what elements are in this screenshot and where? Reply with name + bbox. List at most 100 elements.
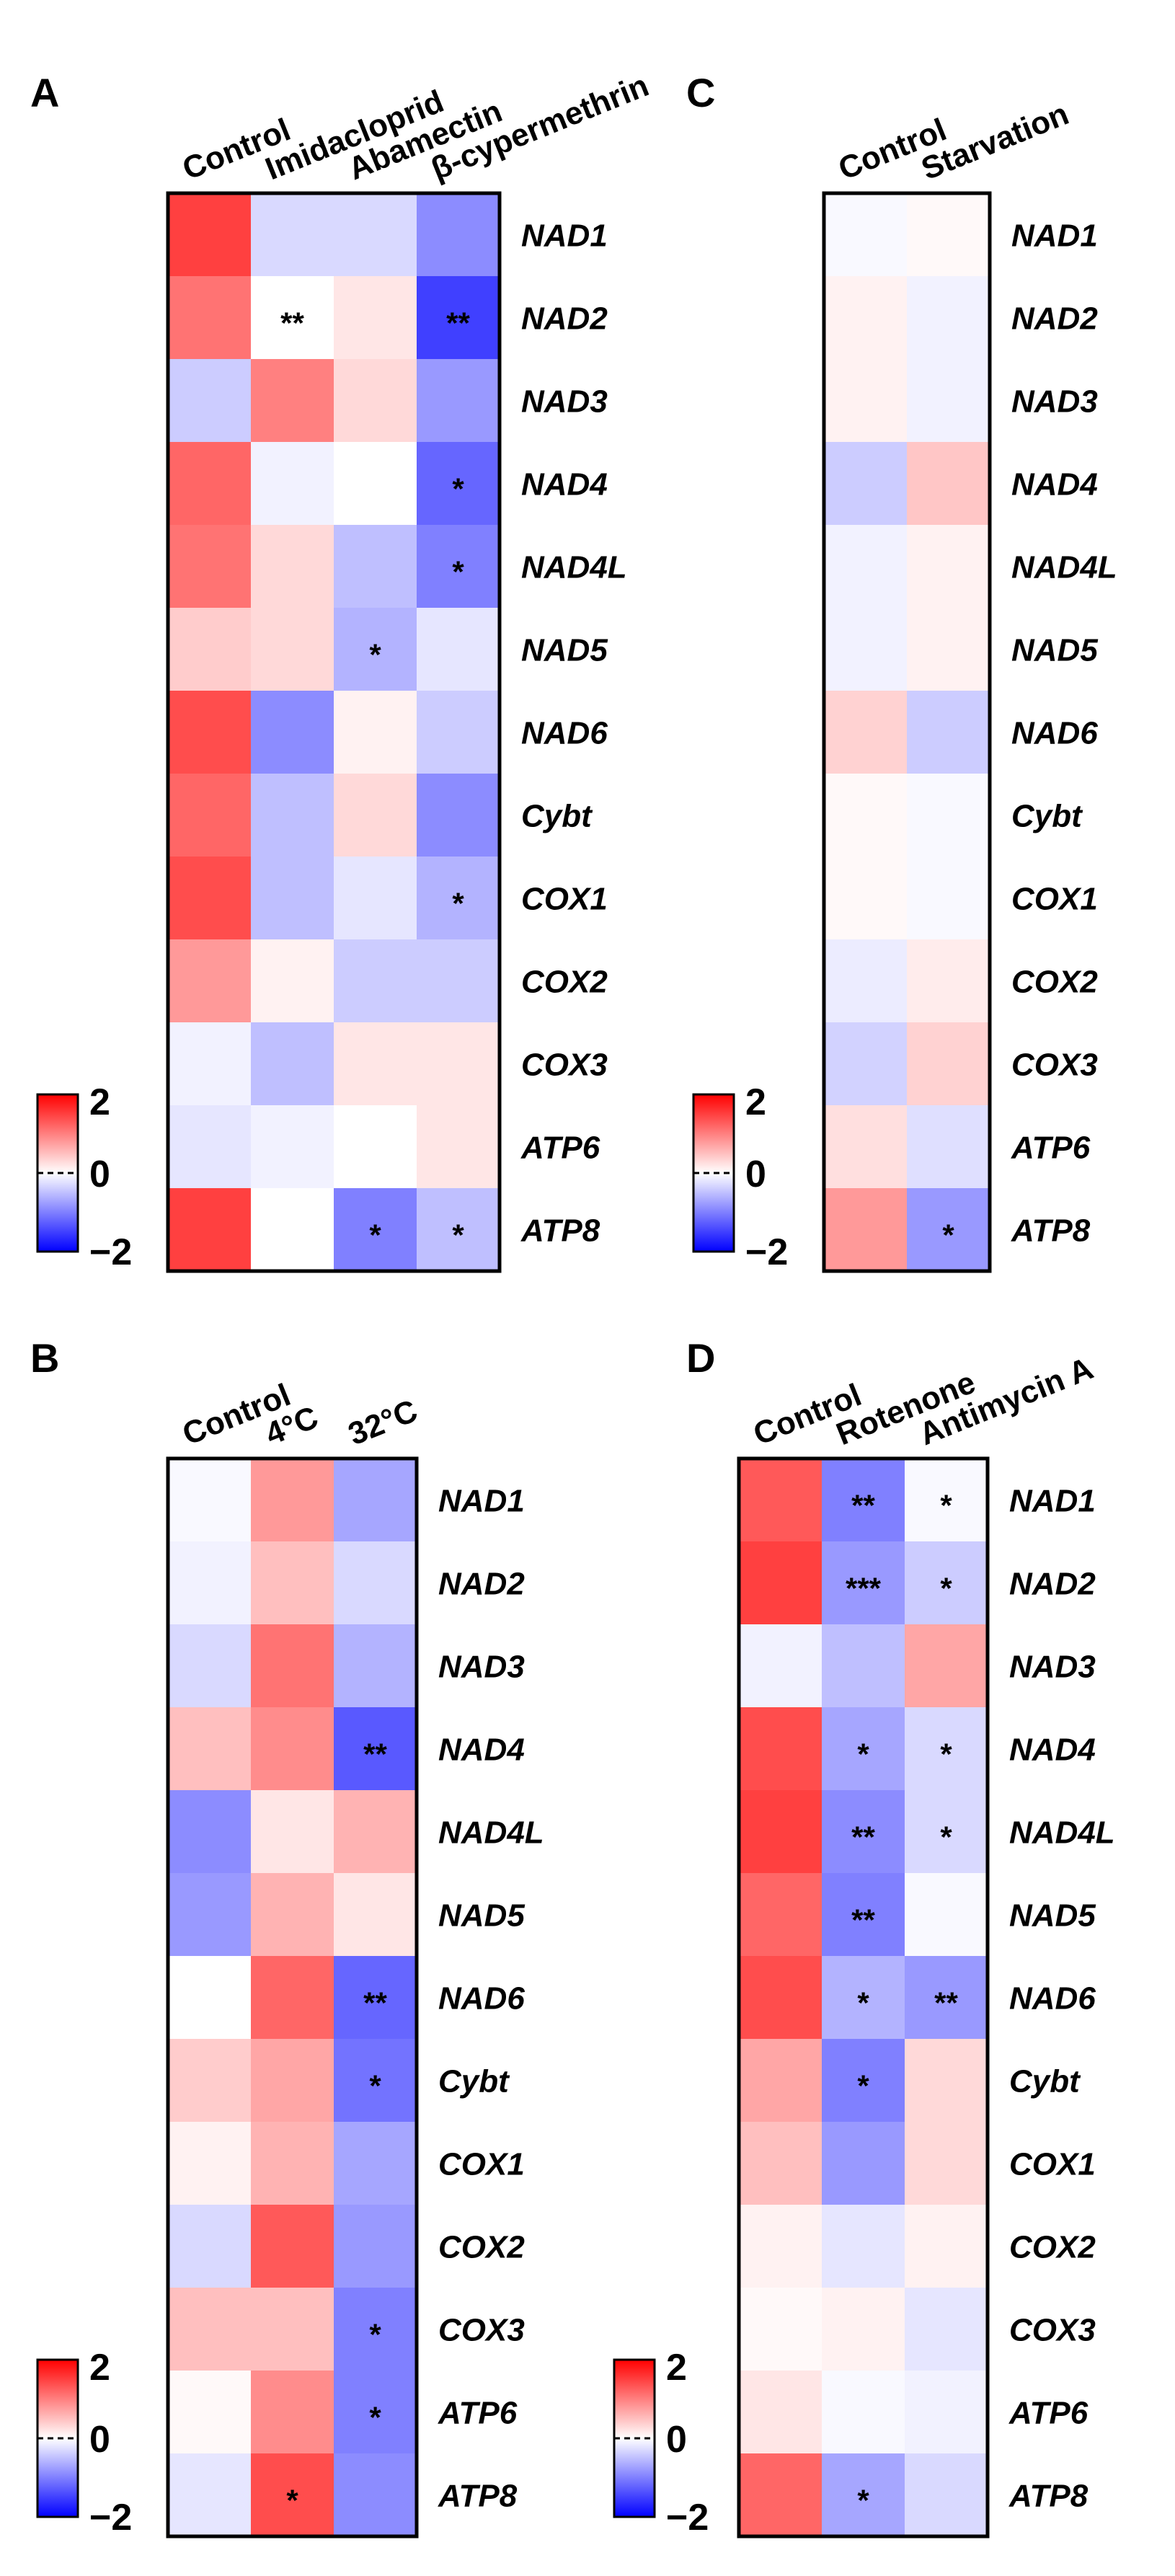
significance-mark: ** — [851, 1489, 875, 1523]
row-label: NAD4L — [1011, 550, 1117, 585]
heatmap-cell — [905, 1873, 988, 1957]
heatmap-cell — [905, 2039, 988, 2123]
colorbar-tick-label: 2 — [666, 2347, 687, 2389]
heatmap-cell — [334, 442, 417, 526]
heatmap-cell — [822, 2122, 905, 2205]
row-label: NAD4 — [438, 1732, 525, 1768]
colorbar-tick-label: −2 — [89, 2497, 132, 2539]
heatmap-cell — [417, 939, 500, 1023]
heatmap-cell — [334, 2205, 417, 2288]
heatmap-cell — [907, 525, 990, 608]
row-label: Cybt — [1009, 2064, 1081, 2099]
heatmap-cell — [417, 276, 500, 360]
heatmap-cell — [168, 691, 252, 774]
row-label: NAD4L — [1009, 1815, 1115, 1851]
heatmap-cell — [334, 1790, 417, 1874]
heatmap-cell — [824, 857, 908, 940]
heatmap-cell — [168, 1707, 252, 1791]
heatmap-cell — [168, 1541, 252, 1625]
heatmap-cell — [168, 193, 252, 277]
heatmap-cell — [739, 2205, 822, 2288]
heatmap-cell — [168, 525, 252, 608]
heatmap-cell — [822, 1873, 905, 1957]
column-label: 32°C — [343, 1393, 422, 1452]
heatmap-panel-c: C * NAD1 NAD2 NAD3 NAD4 NAD4L NAD5 NAD6 Cybt COX1 C… — [686, 70, 1117, 1273]
significance-mark: * — [452, 472, 464, 506]
heatmap-cell — [168, 1624, 252, 1708]
row-label: COX2 — [438, 2230, 525, 2265]
heatmap-cell — [334, 2039, 417, 2123]
heatmap-cell — [907, 1188, 990, 1272]
heatmap-cell — [905, 1541, 988, 1625]
row-label: NAD2 — [1011, 301, 1098, 337]
heatmap-cell — [905, 2122, 988, 2205]
heatmap-cell — [739, 2288, 822, 2371]
heatmap-cell — [251, 2122, 334, 2205]
heatmap-cell — [905, 1624, 988, 1708]
heatmap-cell — [334, 2288, 417, 2371]
heatmap-cell — [907, 608, 990, 691]
row-label: NAD4L — [438, 1815, 544, 1851]
colorbar-tick-label: 2 — [89, 2347, 110, 2389]
heatmap-cell — [168, 1873, 252, 1957]
heatmap-cell — [168, 442, 252, 526]
heatmap-cell — [905, 2453, 988, 2537]
heatmap-cell — [822, 1541, 905, 1625]
heatmap-cell — [907, 1022, 990, 1106]
heatmap-cell — [251, 1956, 334, 2040]
row-label: NAD6 — [1011, 716, 1098, 751]
heatmap-cell — [822, 1956, 905, 2040]
heatmap-cell — [905, 1956, 988, 2040]
heatmap-cell — [739, 2039, 822, 2123]
heatmap-cell — [824, 525, 908, 608]
heatmap-cell — [168, 774, 252, 857]
row-label: Cybt — [1011, 799, 1083, 834]
heatmap-cell — [251, 1541, 334, 1625]
heatmap-cell — [907, 1105, 990, 1189]
heatmap-cell — [251, 1188, 334, 1272]
row-label: NAD6 — [521, 716, 608, 751]
heatmap-cell — [907, 442, 990, 526]
significance-mark: * — [857, 1986, 869, 2020]
heatmap-cell — [334, 1873, 417, 1957]
heatmap-cell — [168, 2453, 252, 2537]
panel-label: C — [686, 70, 715, 115]
heatmap-cell — [334, 1956, 417, 2040]
heatmap-cell — [251, 525, 334, 608]
heatmap-cell — [334, 359, 417, 443]
row-label: ATP6 — [520, 1130, 600, 1166]
heatmap-cell — [168, 2371, 252, 2454]
heatmap-cell — [251, 1790, 334, 1874]
row-label: NAD3 — [438, 1650, 525, 1685]
heatmap-cell — [905, 1790, 988, 1874]
significance-mark: ** — [851, 1903, 875, 1937]
heatmap-cell — [739, 1459, 822, 1542]
colorbar-tick-label: 0 — [89, 1154, 110, 1195]
heatmap-cell — [168, 2122, 252, 2205]
significance-mark: ** — [446, 306, 470, 340]
heatmap-cell — [824, 1105, 908, 1189]
heatmap-cell — [251, 2371, 334, 2454]
row-label: COX2 — [1011, 965, 1098, 1000]
row-label: COX3 — [438, 2313, 525, 2348]
heatmap-cell — [417, 608, 500, 691]
significance-mark: ** — [363, 1738, 387, 1771]
heatmap-cell — [417, 193, 500, 277]
significance-mark: * — [940, 1738, 952, 1771]
heatmap-cell — [168, 1105, 252, 1189]
heatmap-cell — [251, 1105, 334, 1189]
heatmap-cell — [822, 2453, 905, 2537]
heatmap-cell — [168, 1188, 252, 1272]
heatmap-cell — [251, 774, 334, 857]
significance-mark: * — [940, 1572, 952, 1606]
heatmap-cell — [417, 1105, 500, 1189]
heatmap-cell — [334, 193, 417, 277]
colorbar-tick-label: −2 — [666, 2497, 709, 2539]
heatmap-cell — [251, 2453, 334, 2537]
row-label: NAD5 — [1009, 1898, 1096, 1934]
significance-mark: * — [286, 2484, 298, 2518]
heatmap-cell — [824, 774, 908, 857]
heatmap-cell — [168, 276, 252, 360]
row-label: ATP6 — [1011, 1130, 1091, 1166]
row-label: NAD2 — [521, 301, 608, 337]
